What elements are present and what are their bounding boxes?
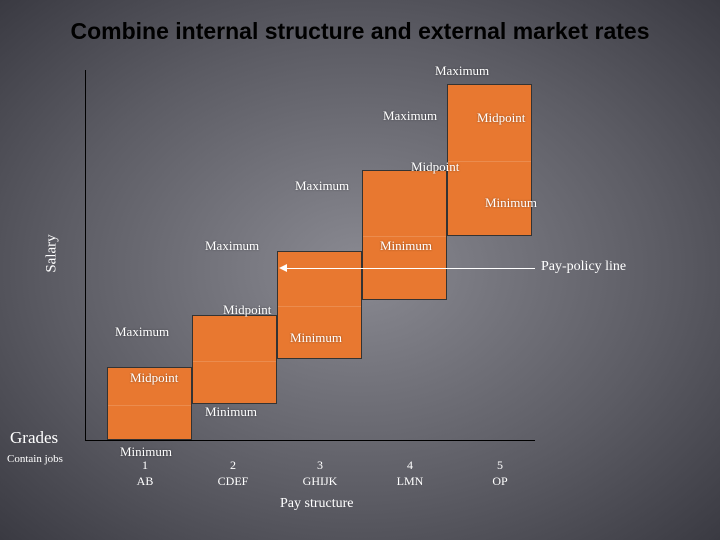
grade-box	[362, 170, 447, 300]
grade-number: 5	[470, 458, 530, 473]
grades-label: Grades	[10, 428, 58, 448]
midpoint-line	[193, 361, 276, 362]
midpoint-line	[448, 161, 531, 162]
grade-code: LMN	[380, 474, 440, 489]
chart-area: Salary Grades Contain jobs MaximumMaximu…	[85, 70, 645, 470]
mid-label: Midpoint	[223, 302, 271, 318]
grade-number: 4	[380, 458, 440, 473]
y-axis	[85, 70, 86, 440]
grade-box	[192, 315, 277, 404]
contain-jobs-label: Contain jobs	[7, 453, 63, 465]
grade-code: OP	[470, 474, 530, 489]
pay-policy-label: Pay-policy line	[541, 259, 626, 275]
page-title: Combine internal structure and external …	[0, 0, 720, 45]
mid-label: Midpoint	[477, 110, 525, 126]
mid-label: Midpoint	[411, 159, 459, 175]
max-label: Maximum	[205, 238, 259, 254]
pay-structure-label: Pay structure	[280, 496, 353, 512]
max-label: Maximum	[383, 108, 437, 124]
midpoint-line	[363, 236, 446, 237]
midpoint-line	[108, 405, 191, 406]
midpoint-line	[278, 306, 361, 307]
grade-code: GHIJK	[290, 474, 350, 489]
grade-box	[447, 84, 532, 236]
min-label: Minimum	[380, 238, 432, 254]
min-label: Minimum	[290, 330, 342, 346]
mid-label: Midpoint	[130, 370, 178, 386]
grade-code: CDEF	[203, 474, 263, 489]
min-label: Minimum	[205, 404, 257, 420]
grade-number: 3	[290, 458, 350, 473]
pay-policy-line	[285, 268, 535, 269]
max-label: Maximum	[115, 324, 169, 340]
grade-number: 1	[115, 458, 175, 473]
x-axis	[85, 440, 535, 441]
grade-number: 2	[203, 458, 263, 473]
min-label: Minimum	[485, 195, 537, 211]
max-label: Maximum	[435, 63, 489, 79]
grade-code: AB	[115, 474, 175, 489]
max-label: Maximum	[295, 178, 349, 194]
y-axis-label: Salary	[44, 234, 61, 272]
pay-policy-arrow-icon	[279, 264, 287, 272]
